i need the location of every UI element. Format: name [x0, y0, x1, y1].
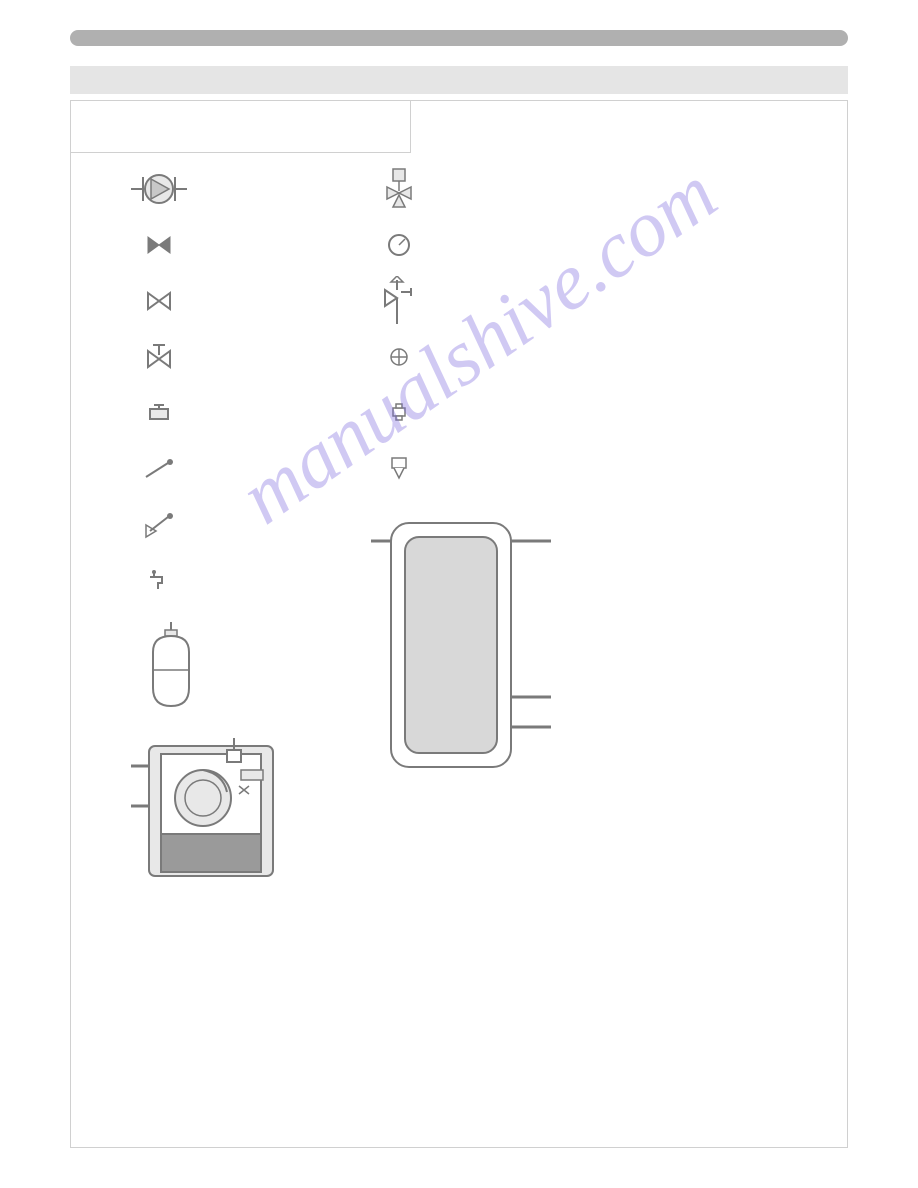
legend-row-boiler	[131, 731, 391, 891]
legend-row-mixing	[371, 161, 631, 217]
legend-row-drain	[131, 553, 391, 609]
strainer-icon	[131, 385, 187, 441]
legend-row-icon1	[371, 329, 631, 385]
legend-row-pump	[131, 161, 391, 217]
title-cell	[71, 101, 411, 153]
legend-left-column	[131, 161, 391, 891]
valve-icon	[131, 273, 187, 329]
legend-row-storage	[371, 517, 631, 777]
safety-valve-icon	[371, 273, 427, 329]
header-bar	[70, 30, 848, 46]
sub-header-bar	[70, 66, 848, 94]
drain-tap-icon	[131, 553, 187, 609]
sensor-valve-icon	[131, 497, 187, 553]
pump-icon	[131, 161, 187, 217]
legend-row-strainer	[131, 385, 391, 441]
legend-row-check	[131, 217, 391, 273]
legend-row-valve	[131, 273, 391, 329]
vent-icon	[371, 385, 427, 441]
filter-icon	[371, 441, 427, 497]
legend-row-safety	[371, 273, 631, 329]
sensor-icon	[131, 441, 187, 497]
thermometer-icon	[371, 329, 427, 385]
check-valve-icon	[131, 217, 187, 273]
legend-row-gauge	[371, 217, 631, 273]
balancing-valve-icon	[131, 329, 187, 385]
legend-row-expansion	[131, 617, 391, 717]
legend-row-sensor-valve	[131, 497, 391, 553]
boiler-icon	[131, 731, 291, 891]
gauge-icon	[371, 217, 427, 273]
diagram-area	[71, 161, 847, 1147]
legend-row-balancing	[131, 329, 391, 385]
legend-row-icon2	[371, 385, 631, 441]
expansion-vessel-icon	[131, 617, 211, 717]
mixing-valve-icon	[371, 161, 427, 217]
legend-row-icon3	[371, 441, 631, 497]
content-frame	[70, 100, 848, 1148]
legend-right-column	[371, 161, 631, 777]
storage-tank-icon	[371, 517, 551, 777]
legend-row-sensor	[131, 441, 391, 497]
